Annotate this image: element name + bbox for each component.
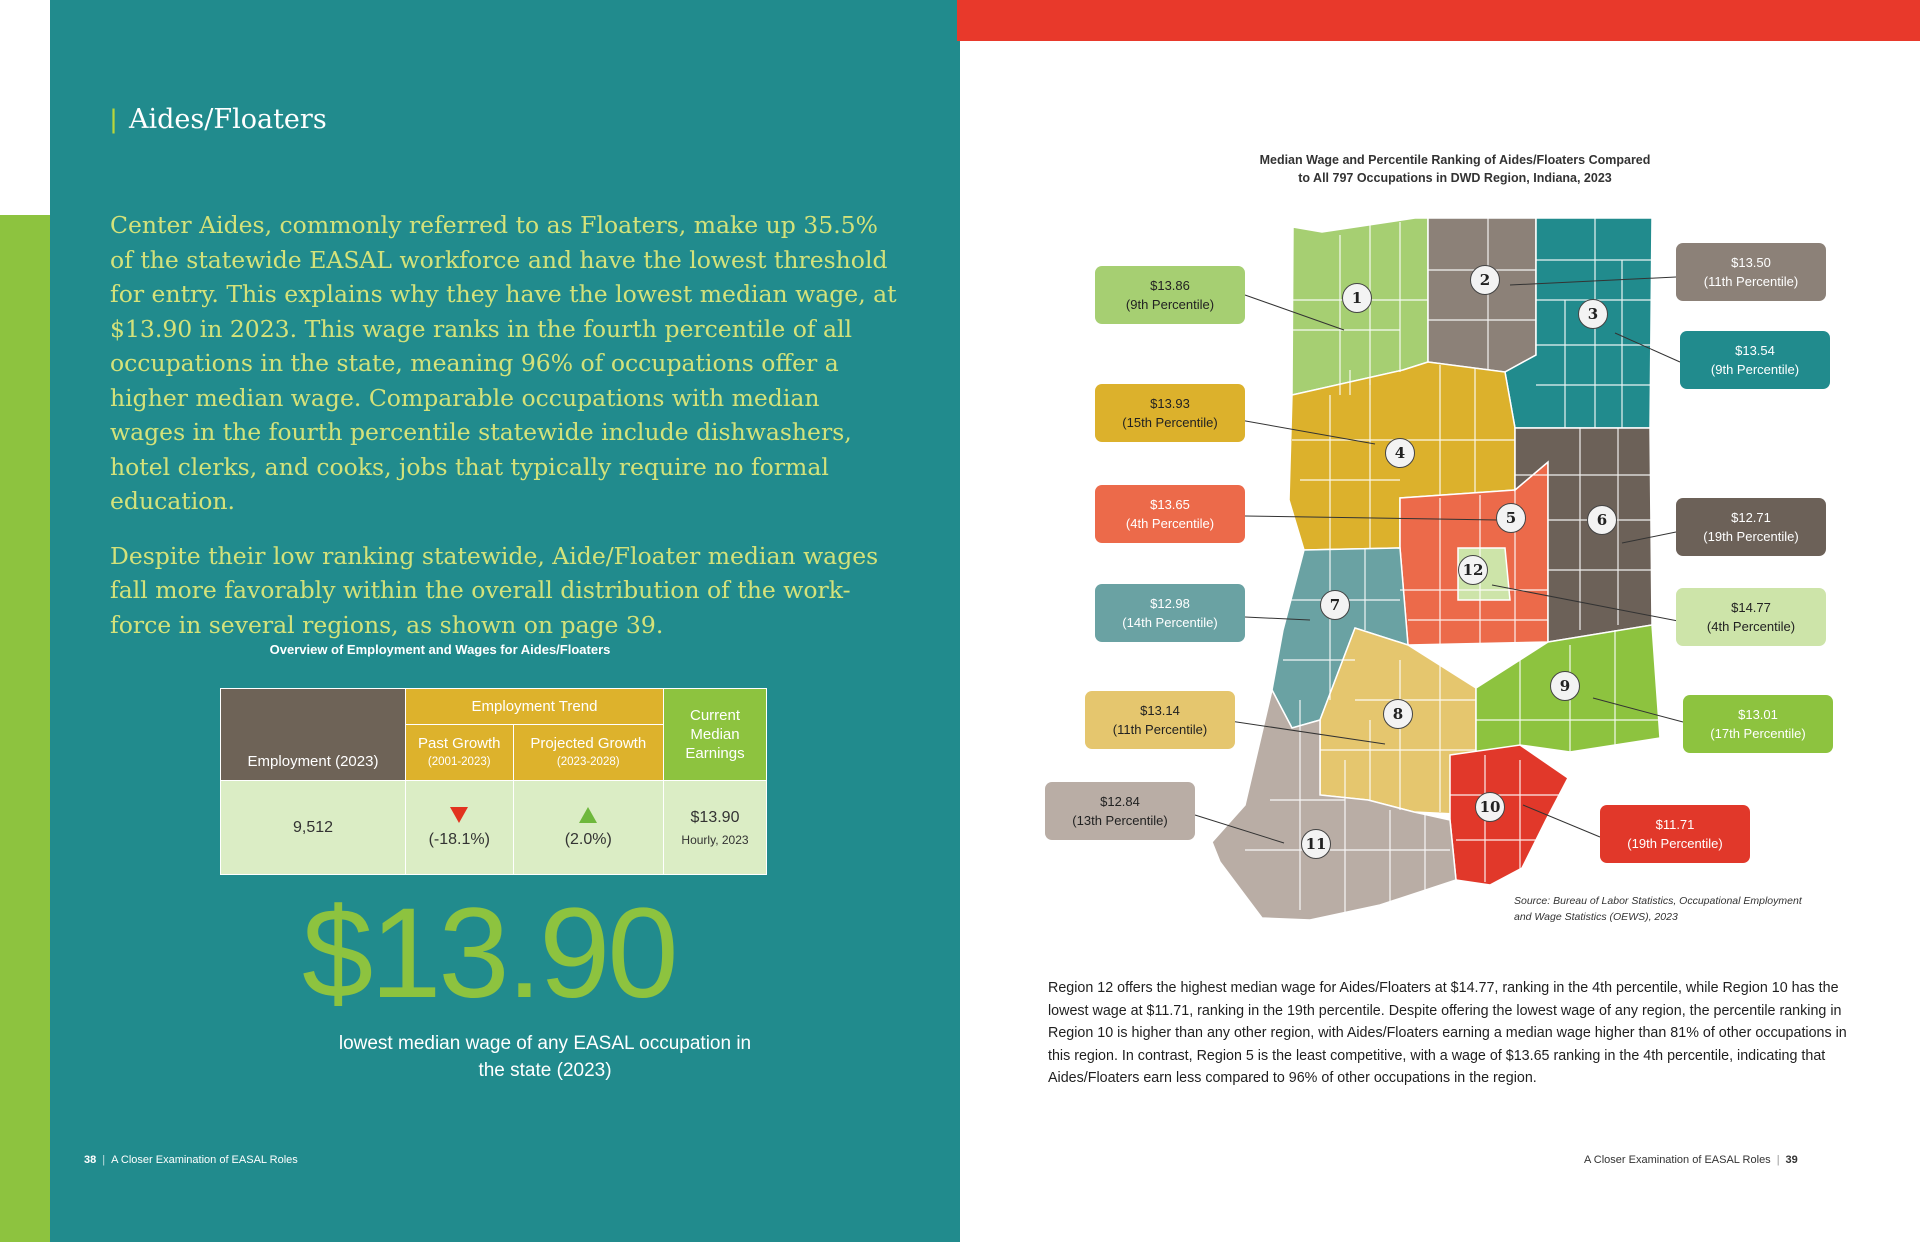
- big-number: $13.90: [302, 882, 678, 1025]
- map-source: Source: Bureau of Labor Statistics, Occu…: [1514, 895, 1802, 923]
- footer-text: A Closer Examination of EASAL Roles: [111, 1154, 298, 1166]
- cell-earnings: $13.90 Hourly, 2023: [663, 780, 767, 875]
- title-bar-icon: |: [110, 104, 118, 134]
- callout-region-12: $14.77 (4th Percentile): [1676, 588, 1826, 646]
- header-employment: Employment (2023): [220, 688, 406, 781]
- cell-past-growth: (-18.1%): [405, 780, 514, 875]
- map-title: Median Wage and Percentile Ranking of Ai…: [1259, 153, 1651, 185]
- callout-region-1: $13.86 (9th Percentile): [1095, 266, 1245, 324]
- page-number: 39: [1785, 1154, 1798, 1166]
- page-number: 38: [84, 1154, 97, 1166]
- header-past-growth: Past Growth (2001-2023): [405, 724, 514, 781]
- region-label-6: 6: [1587, 505, 1617, 535]
- footer-right: A Closer Examination of EASAL Roles | 39: [1584, 1154, 1798, 1166]
- arrow-down-icon: [450, 806, 469, 823]
- header-earnings: Current Median Earnings: [663, 688, 767, 781]
- callout-region-7: $12.98 (14th Percentile): [1095, 584, 1245, 642]
- callout-region-5: $13.65 (4th Percentile): [1095, 485, 1245, 543]
- footer-text: A Closer Examination of EASAL Roles: [1584, 1154, 1771, 1166]
- region-label-11: 11: [1301, 829, 1331, 859]
- leader-lines: [1194, 276, 1684, 844]
- cell-projected-growth: (2.0%): [512, 780, 665, 875]
- region-label-2: 2: [1470, 265, 1500, 295]
- callout-region-3: $13.54 (9th Percentile): [1680, 331, 1830, 389]
- accent-strip: [0, 215, 50, 1242]
- region-label-3: 3: [1578, 299, 1608, 329]
- region-label-1: 1: [1342, 283, 1372, 313]
- region-label-12: 12: [1458, 555, 1488, 585]
- region-label-4: 4: [1385, 438, 1415, 468]
- callout-region-8: $13.14 (11th Percentile): [1085, 691, 1235, 749]
- callout-region-9: $13.01 (17th Percentile): [1683, 695, 1833, 753]
- footer-left: 38 | A Closer Examination of EASAL Roles: [84, 1154, 298, 1166]
- header-employment-trend: Employment Trend: [405, 688, 664, 725]
- left-page: | Aides/Floaters Center Aides, commonly r…: [50, 0, 960, 1242]
- callout-region-4: $13.93 (15th Percentile): [1095, 384, 1245, 442]
- arrow-up-icon: [579, 806, 598, 823]
- intro-text: Center Aides, commonly referred to as Fl…: [110, 208, 900, 662]
- region-2-shape: [1427, 217, 1537, 373]
- callout-region-11: $12.84 (13th Percentile): [1045, 782, 1195, 840]
- region-11-shape: [1211, 687, 1457, 921]
- region-label-10: 10: [1475, 792, 1505, 822]
- region-summary-text: Region 12 offers the highest median wage…: [1048, 980, 1847, 1086]
- region-label-9: 9: [1550, 671, 1580, 701]
- cell-employment: 9,512: [220, 780, 406, 875]
- region-10-shape: [1449, 744, 1569, 886]
- table-row: 9,512 (-18.1%) (2.0%) $13.90 Hourly, 202…: [220, 780, 767, 875]
- header-projected-growth: Projected Growth (2023-2028): [512, 724, 665, 781]
- region-label-8: 8: [1383, 699, 1413, 729]
- region-label-5: 5: [1496, 503, 1526, 533]
- callout-region-6: $12.71 (19th Percentile): [1676, 498, 1826, 556]
- region-label-7: 7: [1320, 590, 1350, 620]
- callout-region-2: $13.50 (11th Percentile): [1676, 243, 1826, 301]
- intro-paragraph-1: Center Aides, commonly referred to as Fl…: [110, 211, 897, 515]
- section-title: | Aides/Floaters: [110, 104, 327, 135]
- top-accent-bar: [957, 0, 1920, 41]
- table-title: Overview of Employment and Wages for Aid…: [269, 642, 611, 657]
- callout-region-10: $11.71 (19th Percentile): [1600, 805, 1750, 863]
- big-number-caption: lowest median wage of any EASAL occupati…: [338, 1033, 752, 1081]
- employment-table: Employment (2023) Employment Trend Curre…: [220, 688, 767, 875]
- intro-paragraph-2: Despite their low ranking statewide, Aid…: [110, 541, 879, 639]
